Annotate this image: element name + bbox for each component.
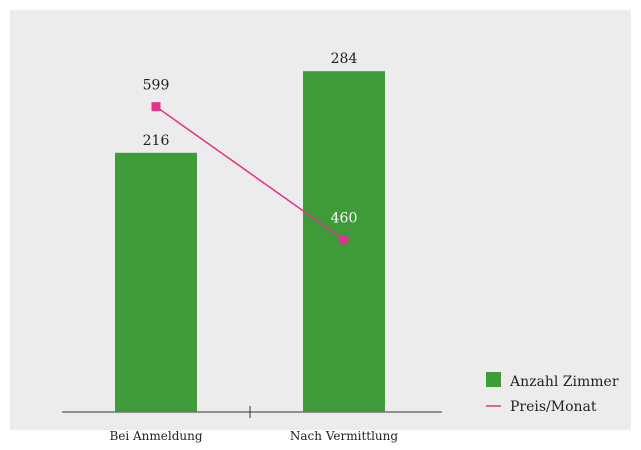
legend: Anzahl Zimmer Preis/Monat [486,372,619,415]
legend-label-preis-monat: Preis/Monat [510,399,597,415]
bar-value-label: 284 [331,51,358,67]
line-marker [339,235,349,245]
legend-swatch-anzahl-zimmer [486,372,501,387]
line-marker [151,102,161,112]
labels-layer: 216 284 Bei Anmeldung Nach Vermittlung 599 46… [109,51,398,443]
x-tick-label: Bei Anmeldung [109,429,202,443]
legend-label-anzahl-zimmer: Anzahl Zimmer [509,374,619,390]
price-line [155,106,345,241]
bar-value-label: 216 [143,133,170,149]
bar [115,152,197,413]
line-value-label: 599 [143,78,170,94]
x-tick-label: Nach Vermittlung [290,429,398,443]
bars-layer [115,71,385,413]
line-layer [151,102,349,245]
line-value-label: 460 [331,211,358,227]
